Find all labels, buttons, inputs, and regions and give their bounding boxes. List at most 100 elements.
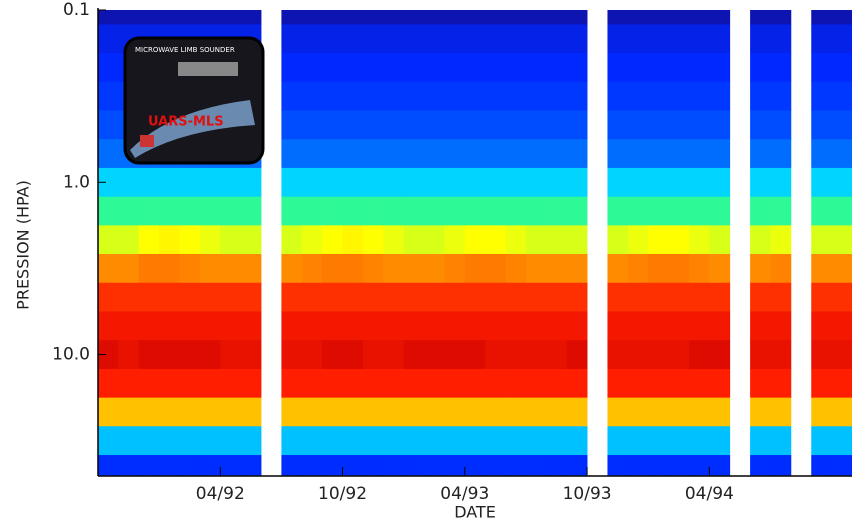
heat-cell: [322, 10, 343, 25]
heat-cell: [811, 53, 833, 83]
heat-cell: [831, 196, 852, 226]
heat-cell: [811, 10, 833, 25]
heat-cell: [688, 10, 710, 25]
heat-cell: [607, 282, 629, 312]
heat-cell: [444, 340, 466, 370]
heat-cell: [525, 10, 547, 25]
heat-cell: [403, 167, 425, 198]
heat-cell: [159, 340, 180, 370]
heat-cell: [403, 368, 425, 399]
heat-cell: [342, 139, 364, 169]
heat-cell: [668, 282, 690, 312]
heat-cell: [688, 110, 710, 140]
heat-cell: [668, 53, 690, 83]
heat-cell: [464, 368, 486, 399]
heat-cell: [240, 282, 262, 312]
heat-cell: [98, 311, 119, 341]
heat-cell: [240, 340, 262, 370]
heat-cell: [220, 253, 242, 284]
heat-cell: [831, 110, 852, 140]
heat-cell: [831, 253, 852, 284]
heat-cell: [240, 397, 262, 427]
heat-cell: [668, 196, 690, 226]
heat-cell: [566, 426, 588, 456]
heat-cell: [566, 455, 588, 476]
heat-cell: [342, 253, 364, 284]
heat-cell: [709, 253, 731, 284]
heat-cell: [342, 311, 364, 341]
heat-cell: [301, 53, 323, 83]
heat-cell: [301, 110, 323, 140]
heat-cell: [98, 397, 119, 427]
heat-cell: [485, 225, 506, 255]
heat-cell: [831, 81, 852, 111]
heat-cell: [709, 167, 731, 198]
heat-cell: [362, 53, 384, 83]
x-axis-title: DATE: [454, 503, 496, 522]
heat-cell: [505, 455, 527, 476]
heat-cell: [362, 282, 384, 312]
heat-cell: [98, 225, 119, 255]
heat-cell: [627, 253, 649, 284]
heat-cell: [98, 167, 119, 198]
heat-cell: [403, 10, 425, 25]
heat-cell: [811, 368, 833, 399]
heat-cell: [566, 368, 588, 399]
heat-cell: [525, 196, 547, 226]
heat-cell: [485, 455, 506, 476]
heat-cell: [281, 53, 303, 83]
heat-cell: [98, 110, 119, 140]
heat-cell: [485, 53, 506, 83]
heat-cell: [627, 368, 649, 399]
logo-satellite: [178, 62, 238, 76]
heat-cell: [770, 53, 792, 83]
heat-cell: [444, 225, 466, 255]
heat-cell: [322, 53, 343, 83]
heat-cell: [607, 81, 629, 111]
heat-cell: [566, 139, 588, 169]
heat-cell: [811, 139, 833, 169]
heat-cell: [281, 253, 303, 284]
heat-cell: [485, 340, 506, 370]
heat-cell: [322, 24, 343, 54]
heat-cell: [301, 225, 323, 255]
heat-cell: [444, 253, 466, 284]
heat-cell: [811, 282, 833, 312]
heat-cell: [424, 110, 445, 140]
heat-cell: [362, 368, 384, 399]
heat-cell: [668, 110, 690, 140]
heat-cell: [159, 311, 180, 341]
heat-cell: [240, 10, 262, 25]
heat-cell: [648, 253, 669, 284]
heat-cell: [668, 311, 690, 341]
heat-cell: [383, 24, 405, 54]
heat-cell: [403, 282, 425, 312]
heat-cell: [444, 426, 466, 456]
heat-cell: [424, 426, 445, 456]
heat-cell: [322, 81, 343, 111]
heat-cell: [199, 397, 221, 427]
heat-cell: [281, 196, 303, 226]
heat-cell: [566, 282, 588, 312]
heat-cell: [444, 311, 466, 341]
heat-cell: [485, 139, 506, 169]
heat-cell: [831, 282, 852, 312]
heat-cell: [424, 53, 445, 83]
heat-cell: [566, 225, 588, 255]
heat-cell: [220, 340, 242, 370]
heat-cell: [525, 110, 547, 140]
heat-cell: [383, 110, 405, 140]
heat-cell: [118, 311, 140, 341]
heat-cell: [750, 426, 771, 456]
heat-cell: [485, 253, 506, 284]
heat-cell: [342, 24, 364, 54]
heat-cell: [668, 455, 690, 476]
heat-cell: [485, 282, 506, 312]
heat-cell: [648, 426, 669, 456]
heat-cell: [159, 397, 180, 427]
heat-cell: [424, 10, 445, 25]
y-tick-label: 1.0: [63, 172, 90, 192]
heat-cell: [607, 225, 629, 255]
heat-cell: [709, 397, 731, 427]
heat-cell: [546, 253, 568, 284]
